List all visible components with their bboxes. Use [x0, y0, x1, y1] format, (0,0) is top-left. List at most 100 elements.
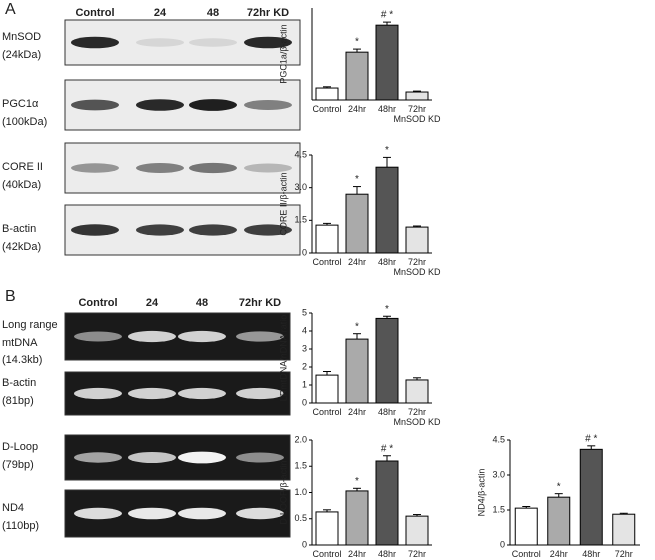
y-tick-label: 1.5	[492, 504, 505, 514]
x-tick-label: 24hr	[347, 104, 366, 114]
band	[244, 224, 292, 236]
lane-label: Control	[78, 297, 117, 309]
significance-mark: *	[355, 37, 359, 48]
blot-label: mtDNA	[2, 337, 38, 349]
y-tick-label: 1.5	[294, 215, 307, 225]
blot-label: (14.3kb)	[2, 354, 42, 366]
band	[178, 387, 226, 400]
bar	[375, 24, 399, 101]
blot-label: D-Loop	[2, 441, 38, 453]
blot-label: (100kDa)	[2, 116, 47, 128]
bar	[345, 193, 369, 254]
band	[236, 387, 284, 400]
band	[128, 330, 176, 343]
blot-label: B-actin	[2, 223, 36, 235]
band	[71, 224, 119, 236]
band	[136, 38, 184, 47]
lane-label: 24	[154, 7, 167, 19]
band	[71, 36, 119, 49]
y-tick-label: 0	[302, 397, 307, 407]
y-tick-label: 2	[302, 361, 307, 371]
bar	[315, 511, 339, 546]
band	[178, 507, 226, 520]
y-axis-label: ND4/β-actin	[476, 469, 486, 517]
band	[236, 452, 284, 463]
blot-label: (79bp)	[2, 459, 34, 471]
y-tick-label: 4.5	[294, 149, 307, 159]
y-tick-label: 2.0	[294, 434, 307, 444]
band	[74, 387, 122, 400]
blot-label: (42kDa)	[2, 241, 41, 253]
x-tick-label: 24hr	[347, 257, 366, 267]
y-axis-label: CORE II/β-actin	[278, 172, 288, 235]
y-tick-label: 1.0	[294, 487, 307, 497]
bar	[375, 317, 399, 404]
band	[189, 99, 237, 111]
x-tick-label: 48hr	[377, 104, 396, 114]
x-tick-label: 72hr MnSOD KD	[393, 257, 441, 277]
band	[74, 452, 122, 463]
x-tick-label: 24hr	[347, 549, 366, 559]
lane-label: 72hr KD	[247, 7, 289, 19]
band	[189, 224, 237, 236]
bar	[612, 513, 636, 546]
bar	[375, 460, 399, 546]
band	[178, 330, 226, 343]
y-axis-label: LRmtDNA/nDNA ratio	[278, 315, 288, 402]
band	[136, 163, 184, 173]
band	[136, 99, 184, 111]
bar	[514, 507, 538, 546]
x-tick-label: Control	[312, 104, 342, 114]
blot-label: Long range	[2, 319, 58, 331]
band	[128, 452, 176, 463]
panel-label: A	[5, 1, 16, 18]
y-tick-label: 1	[302, 379, 307, 389]
bar	[315, 224, 339, 254]
bar	[375, 166, 399, 254]
band	[74, 331, 122, 342]
y-tick-label: 3	[302, 343, 307, 353]
x-tick-label: Control	[312, 549, 342, 559]
band	[128, 387, 176, 400]
bar	[345, 338, 369, 404]
bar	[579, 448, 603, 546]
bar	[405, 515, 429, 546]
x-tick-label: 72hr MnSOD KD	[393, 407, 441, 427]
y-tick-label: 3.0	[294, 182, 307, 192]
band	[178, 451, 226, 464]
x-tick-label: 48hr	[377, 257, 396, 267]
lane-label: Control	[75, 7, 114, 19]
bar	[345, 490, 369, 546]
significance-mark: *	[385, 145, 389, 156]
bar	[405, 226, 429, 254]
significance-mark: # *	[585, 433, 597, 444]
blot-label: B-actin	[2, 377, 36, 389]
x-tick-label: 24hr	[347, 407, 366, 417]
x-tick-label: 72hr MnSOD KD	[600, 549, 647, 560]
y-tick-label: 0	[302, 539, 307, 549]
y-tick-label: 4	[302, 325, 307, 335]
y-tick-label: 1.5	[294, 461, 307, 471]
blot-label: ND4	[2, 502, 24, 514]
blot-label: (110bp)	[2, 520, 39, 532]
y-tick-label: 3.0	[492, 469, 505, 479]
y-axis-label: PGC1a/β-actin	[278, 24, 288, 83]
significance-mark: *	[385, 304, 389, 315]
blot-label: (81bp)	[2, 395, 34, 407]
band	[244, 100, 292, 110]
band	[236, 507, 284, 520]
lane-label: 72hr KD	[239, 297, 281, 309]
lane-label: 24	[146, 297, 159, 309]
band	[74, 507, 122, 520]
band	[244, 36, 292, 49]
x-tick-label: Control	[511, 549, 541, 559]
band	[189, 38, 237, 47]
x-tick-label: 72hr MnSOD KD	[393, 549, 440, 560]
y-tick-label: 0.5	[294, 513, 307, 523]
bar	[405, 379, 429, 404]
x-tick-label: 48hr	[377, 407, 396, 417]
blot-label: CORE II	[2, 161, 43, 173]
y-tick-label: 4.5	[492, 434, 505, 444]
